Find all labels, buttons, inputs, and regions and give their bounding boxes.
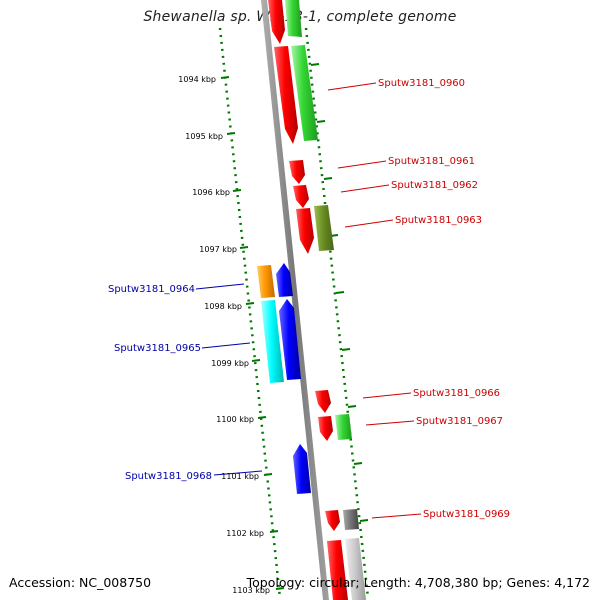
kbp-label: 1094 kbp	[178, 75, 216, 84]
tick-right-2	[316, 120, 326, 123]
gene-arrow-0963-olive[interactable]	[314, 205, 334, 251]
kbp-label: 1096 kbp	[192, 188, 230, 197]
callout-line-0965	[201, 342, 251, 349]
gene-arrow-0969-gray[interactable]	[343, 509, 359, 530]
callout-line-0960	[327, 82, 377, 91]
gene-arrow-0965-blue[interactable]	[279, 299, 301, 380]
callout-line-0967	[365, 420, 415, 426]
kbp-labels: 1094 kbp 1095 kbp 1096 kbp 1097 kbp 1098…	[178, 75, 270, 595]
kbp-label: 1102 kbp	[226, 529, 264, 538]
gene-arrow-0967-red[interactable]	[318, 416, 333, 441]
tick-left-1100	[257, 416, 267, 419]
gene-arrow-bottom-light[interactable]	[345, 538, 366, 600]
kbp-label: 1098 kbp	[204, 302, 242, 311]
gene-label-0961[interactable]: Sputw3181_0961	[388, 156, 475, 167]
gene-arrow-0967-green[interactable]	[335, 414, 352, 440]
track-line-right	[304, 27, 370, 599]
gene-label-0964[interactable]: Sputw3181_0964	[108, 284, 195, 295]
genome-axis	[261, 0, 329, 600]
forward-genes[interactable]	[268, 0, 366, 600]
gene-arrow-0965-cyan[interactable]	[261, 300, 284, 383]
gene-labels[interactable]: Sputw3181_0960 Sputw3181_0961 Sputw3181_…	[108, 78, 510, 520]
callout-line-0966	[362, 392, 412, 399]
tick-left-1095	[226, 132, 236, 135]
gene-arrow-0969-red[interactable]	[325, 510, 340, 531]
gene-label-0969[interactable]: Sputw3181_0969	[423, 509, 510, 520]
tick-left-1101	[263, 473, 273, 476]
tick-right-5	[335, 291, 345, 294]
gene-arrow-0960-red[interactable]	[274, 46, 298, 144]
gene-label-0960[interactable]: Sputw3181_0960	[378, 78, 465, 89]
track-line-left	[218, 27, 282, 599]
gene-arrow-0960-green[interactable]	[291, 45, 318, 141]
reverse-genes[interactable]	[257, 263, 311, 494]
callout-lines	[195, 82, 422, 519]
dotted-track-lines	[218, 27, 370, 599]
tick-left-1094	[220, 76, 230, 79]
accession-text: Accession: NC_008750	[9, 575, 152, 590]
gene-label-0968[interactable]: Sputw3181_0968	[125, 471, 212, 482]
tick-right-6	[341, 348, 351, 351]
kbp-label: 1101 kbp	[221, 472, 259, 481]
callout-line-0968	[213, 470, 263, 476]
gene-arrow-0966[interactable]	[315, 390, 331, 413]
tick-left-1096	[232, 189, 242, 192]
kbp-label: 1103 kbp	[232, 586, 270, 595]
gene-label-0963[interactable]: Sputw3181_0963	[395, 215, 482, 226]
tick-left-1097	[239, 246, 249, 249]
tick-left-1102	[269, 530, 279, 533]
gene-arrow-0968[interactable]	[293, 444, 311, 494]
kbp-label: 1100 kbp	[216, 415, 254, 424]
tick-left-1099	[251, 359, 261, 362]
kbp-label: 1099 kbp	[211, 359, 249, 368]
tick-right-3	[323, 177, 333, 180]
gene-arrow-0964-blue[interactable]	[276, 263, 293, 297]
gene-arrow-top-red[interactable]	[268, 0, 285, 44]
tick-left-1103	[275, 587, 285, 590]
tick-left-1098	[245, 302, 255, 305]
callout-line-0963	[344, 219, 394, 228]
callout-line-0962	[340, 184, 390, 193]
callout-line-0961	[337, 160, 387, 169]
gene-label-0967[interactable]: Sputw3181_0967	[416, 416, 503, 427]
gene-arrow-bottom-red[interactable]	[327, 540, 348, 600]
kbp-label: 1095 kbp	[185, 132, 223, 141]
gene-label-0966[interactable]: Sputw3181_0966	[413, 388, 500, 399]
tick-right-1	[310, 63, 320, 66]
gene-label-0962[interactable]: Sputw3181_0962	[391, 180, 478, 191]
gene-label-0965[interactable]: Sputw3181_0965	[114, 343, 201, 354]
gene-arrow-0964-orange[interactable]	[257, 265, 275, 298]
kbp-label: 1097 kbp	[199, 245, 237, 254]
tick-right-7	[347, 405, 357, 408]
gene-arrow-0963-red[interactable]	[296, 208, 314, 254]
callout-line-0964	[195, 283, 245, 290]
genome-stats-text: Topology: circular; Length: 4,708,380 bp…	[246, 575, 590, 590]
tick-right-9	[359, 519, 369, 522]
gene-arrow-0961[interactable]	[289, 160, 305, 184]
gene-arrow-0962[interactable]	[293, 185, 309, 208]
tick-marks	[220, 63, 369, 590]
gene-arrow-top-green[interactable]	[285, 0, 302, 37]
tick-right-8	[353, 462, 363, 465]
callout-line-0969	[371, 513, 422, 519]
